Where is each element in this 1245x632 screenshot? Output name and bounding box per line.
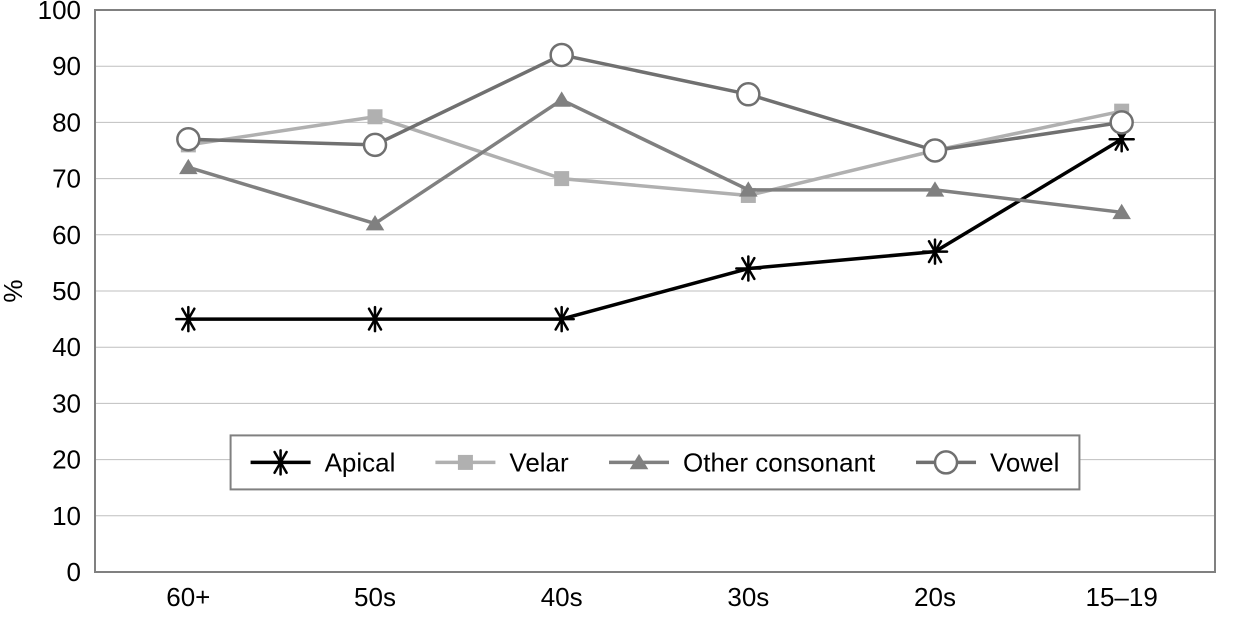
chart-svg: 0 10 20 30 40 50 60 70 80 90 100 60+ 50s 40s 30s 20s 15–… xyxy=(0,0,1245,632)
y-tick-label: 100 xyxy=(38,0,81,25)
line-chart: 0 10 20 30 40 50 60 70 80 90 100 60+ 50s 40s 30s 20s 15–… xyxy=(0,0,1245,632)
y-tick-label: 70 xyxy=(52,164,81,194)
y-tick-label: 0 xyxy=(67,557,81,587)
series-velar xyxy=(181,104,1128,202)
legend-label: Apical xyxy=(325,448,396,478)
y-tick-label: 20 xyxy=(52,445,81,475)
y-tick-label: 90 xyxy=(52,51,81,81)
y-tick-label: 60 xyxy=(52,220,81,250)
y-tick-label: 10 xyxy=(52,501,81,531)
x-tick-label: 40s xyxy=(541,582,583,612)
x-tick-label: 50s xyxy=(354,582,396,612)
x-tick-label: 60+ xyxy=(166,582,210,612)
series-other-consonant xyxy=(180,92,1130,230)
y-tick-label: 50 xyxy=(52,276,81,306)
legend: Apical Velar Other consonant Vowel xyxy=(231,435,1080,489)
series-apical xyxy=(176,127,1133,331)
x-tick-label: 15–19 xyxy=(1086,582,1158,612)
y-axis-title: % xyxy=(0,279,28,302)
y-tick-label: 40 xyxy=(52,332,81,362)
y-tick-label: 30 xyxy=(52,388,81,418)
legend-label: Other consonant xyxy=(683,448,876,478)
y-tick-label: 80 xyxy=(52,107,81,137)
legend-label: Velar xyxy=(509,448,569,478)
x-tick-label: 30s xyxy=(727,582,769,612)
legend-label: Vowel xyxy=(990,448,1059,478)
x-tick-label: 20s xyxy=(914,582,956,612)
